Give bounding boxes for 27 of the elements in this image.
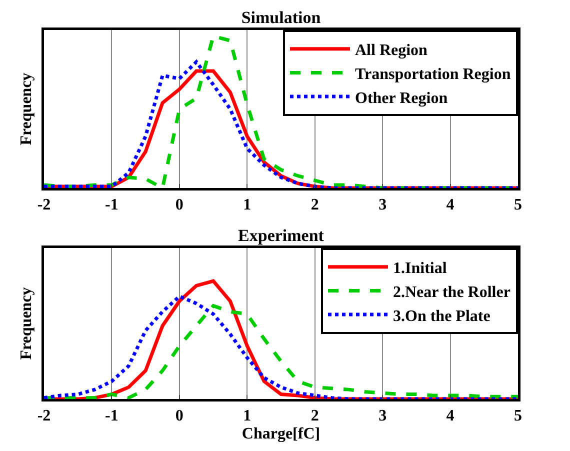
y-axis-title: Frequency: [18, 287, 36, 360]
x-tick-label: 5: [514, 196, 522, 214]
chart-title: Simulation: [241, 8, 322, 27]
x-tick-label: -1: [105, 196, 118, 214]
x-tick-label: -2: [37, 408, 51, 425]
legend-label: 3.On the Plate: [393, 308, 490, 325]
legend-label: 1.Initial: [393, 260, 448, 278]
x-tick-label: 2: [310, 408, 319, 425]
chart-title: Experiment: [238, 226, 324, 245]
x-tick-label: 4: [446, 408, 454, 425]
x-tick-label: 1: [243, 196, 252, 214]
x-tick-label: -2: [37, 196, 51, 214]
legend-label: 2.Near the Roller: [393, 284, 510, 301]
legend-label: All Region: [355, 42, 428, 60]
x-tick-label: 3: [378, 408, 387, 425]
legend-label: Transportation Region: [355, 66, 511, 83]
x-tick-label: 1: [243, 408, 252, 425]
x-tick-label: 3: [378, 196, 387, 214]
y-axis-title: Frequency: [18, 72, 36, 146]
x-tick-label: 0: [175, 408, 184, 425]
x-tick-label: -1: [105, 408, 118, 425]
x-tick-label: 2: [310, 196, 319, 214]
legend-label: Other Region: [355, 90, 448, 107]
x-axis-title: Charge[fC]: [242, 426, 320, 443]
x-tick-label: 4: [446, 196, 454, 214]
x-tick-label: 0: [175, 196, 184, 214]
x-tick-label: 5: [514, 408, 522, 425]
